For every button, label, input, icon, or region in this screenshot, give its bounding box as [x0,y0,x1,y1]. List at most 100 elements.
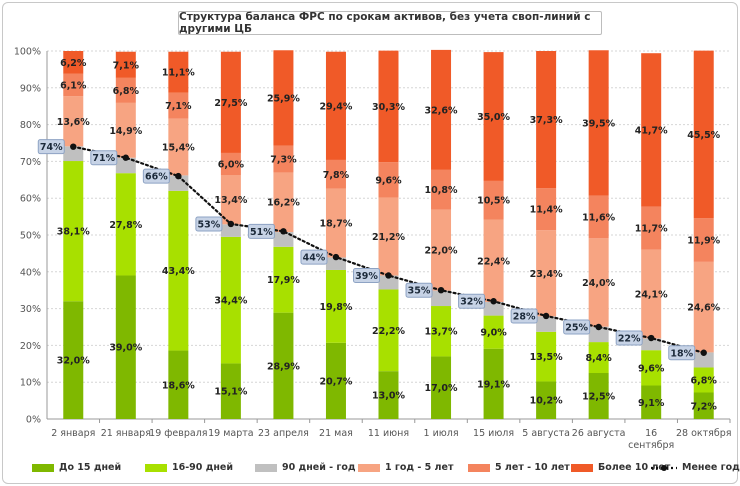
bar-segment [63,161,84,302]
bar-segment [588,238,609,327]
bar-segment [273,172,294,233]
data-label: 6,8% [691,375,718,386]
data-label: 9,6% [375,175,402,186]
bar-segment [536,331,557,382]
line-data-label: 22% [618,334,641,345]
line-label-box [300,249,328,265]
bar-segment [588,50,609,196]
bar-segment [588,342,609,373]
legend-label: Более 10 лет [598,462,671,473]
data-label: 7,8% [323,170,350,181]
bar-segment [63,146,84,162]
bar-segment [693,261,714,353]
line-label-box [510,308,538,324]
bar-segment [168,118,189,176]
line-data-label: 53% [198,219,221,230]
bar-segment [273,232,294,247]
data-label: 10,5% [477,196,510,207]
bar-segment [378,289,399,372]
data-label: 41,7% [635,125,668,136]
bar-segment [431,49,452,170]
bar-segment [168,350,189,419]
data-label: 32,6% [425,105,458,116]
line-point [122,154,130,161]
line-label-box [247,223,275,239]
data-label: 17,9% [267,275,300,286]
data-label: 38,1% [57,227,90,238]
data-label: 7,1% [165,101,192,112]
bar-segment [220,152,241,176]
data-label: 35,0% [477,112,510,123]
data-label: 32,0% [57,356,90,367]
bar-segment [641,385,662,419]
line-point [700,349,707,356]
y-tick-label: 10% [20,378,41,389]
data-label: 11,6% [582,212,615,223]
bar-segment [115,275,136,419]
bar-segment [693,50,714,219]
data-label: 19,1% [477,379,510,390]
legend-item: 16-90 дней [145,462,233,473]
data-label: 10,8% [425,185,458,196]
bar-segment [63,301,84,419]
data-label: 11,7% [635,224,668,235]
bar-segment [273,246,294,313]
bar-segment [378,275,399,290]
bar-segment [641,338,662,351]
data-label: 6,8% [113,86,140,97]
bar-segment [431,290,452,307]
line-point [490,298,497,305]
bar-segment [115,51,136,78]
data-label: 17,0% [425,383,458,394]
data-label: 13,7% [425,327,458,338]
data-label: 10,2% [530,396,563,407]
line-label-box [90,150,118,166]
bar-segment [273,145,294,173]
y-tick-label: 40% [20,267,41,278]
legend-item: 1 год - 5 лет [358,462,453,473]
data-label: 6,1% [60,81,87,92]
data-label: 9,6% [638,363,665,374]
bar-segment [536,230,557,317]
data-label: 18,6% [162,380,195,391]
data-label: 13,5% [530,352,563,363]
data-label: 22,4% [477,256,510,267]
bar-segment [483,348,504,419]
x-category-label: 15 июля [473,428,514,439]
bar-segment [431,169,452,210]
legend-label: 90 дней - год [282,462,356,473]
y-tick-label: 30% [20,304,41,315]
line-point [70,143,77,150]
data-label: 7,2% [691,401,718,412]
data-label: 9,1% [638,398,665,409]
x-category-label: 19 марта [208,428,253,439]
data-label: 39,5% [582,118,615,129]
data-label: 7,3% [270,155,297,166]
data-label: 9,0% [480,328,507,339]
data-label: 37,3% [530,115,563,126]
line-label-box [458,293,486,309]
bar-segment [693,392,714,419]
data-label: 13,4% [214,195,247,206]
bar-segment [588,373,609,419]
line-point [542,312,550,320]
x-category-label: 11 июня [368,428,409,439]
x-category-label: 23 апреля [258,428,309,439]
data-label: 22,0% [425,246,458,257]
data-label: 22,2% [372,326,405,337]
bar-segment [325,188,346,258]
bar-segment [273,50,294,146]
y-tick-label: 70% [20,157,41,168]
data-label: 25,9% [267,93,300,104]
bar-segment [641,249,662,339]
y-tick-label: 0% [26,415,41,426]
bar-segment [536,51,557,189]
bar-segment [115,102,136,158]
legend-item: До 15 дней [32,462,121,473]
legend-label: 5 лет - 10 лет [495,462,570,473]
legend-swatch [32,463,54,472]
line-point [437,287,445,294]
line-label-box [668,345,696,361]
bar-segment [115,173,136,276]
y-tick-label: 100% [14,47,41,58]
